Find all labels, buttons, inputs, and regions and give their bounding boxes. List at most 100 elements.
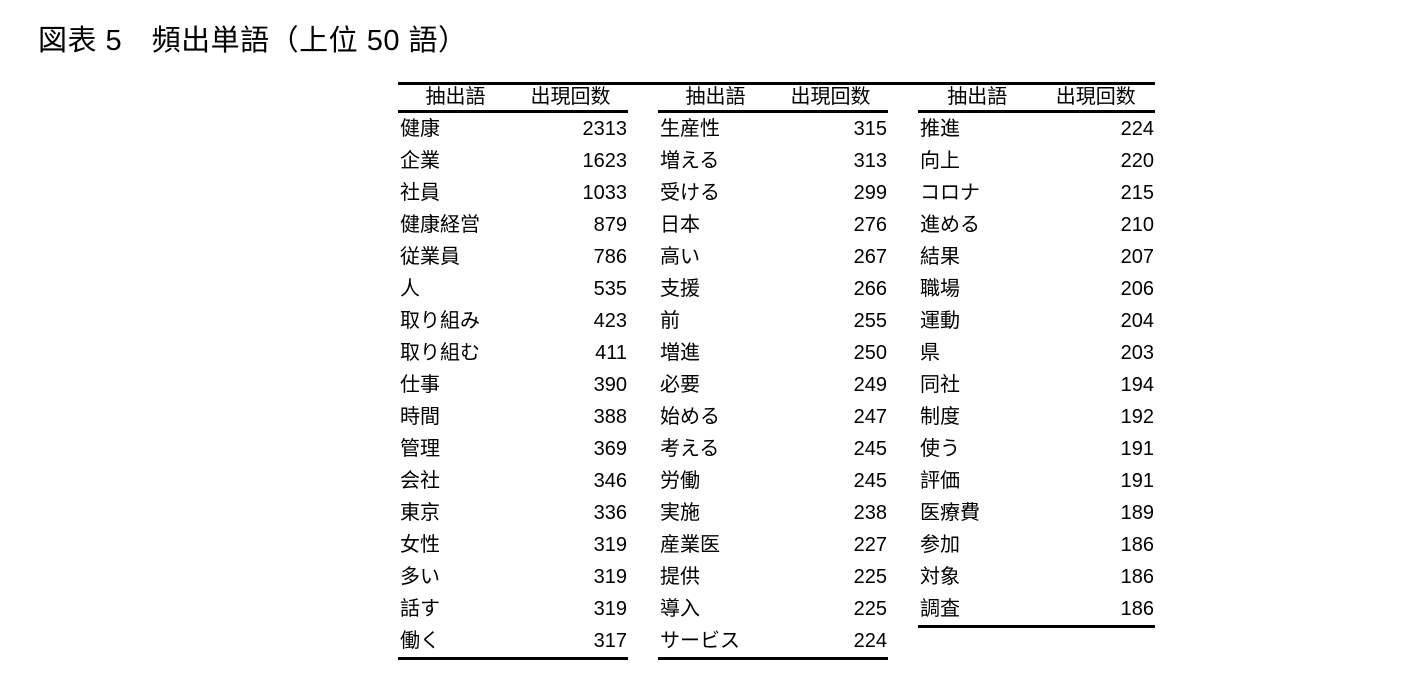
table-row: 増える 313 [658,145,888,177]
table-row: 話す 319 [398,593,628,625]
count-cell: 192 [1120,406,1154,428]
word-cell: 管理 [400,438,440,460]
word-cell: 必要 [660,374,700,396]
word-cell: 考える [660,438,720,460]
table-row: 多い 319 [398,561,628,593]
count-cell: 191 [1120,470,1154,492]
word-cell: 職場 [920,278,960,300]
word-cell: 対象 [920,566,960,588]
header-word: 抽出語 [425,86,486,108]
table-row: 参加 186 [918,529,1155,561]
count-cell: 204 [1120,310,1154,332]
table-row: 社員 1033 [398,177,628,209]
table-row: コロナ 215 [918,177,1155,209]
word-cell: 高い [660,246,700,268]
table-row: 向上 220 [918,145,1155,177]
table-row: 県 203 [918,337,1155,369]
table-row: 運動 204 [918,305,1155,337]
table-row: 生産性 315 [658,113,888,145]
table-header-row: 抽出語 出現回数 [398,85,628,113]
table-row: サービス 224 [658,625,888,657]
table-row: 考える 245 [658,433,888,465]
count-cell: 411 [595,342,627,364]
word-cell: 健康経営 [400,214,480,236]
count-cell: 369 [593,438,627,460]
word-cell: 会社 [400,470,440,492]
word-cell: 東京 [400,502,440,524]
table-row: 仕事 390 [398,369,628,401]
count-cell: 299 [853,182,887,204]
count-cell: 215 [1120,182,1154,204]
table-body: 推進 224 向上 220 コロナ 215 進める 210 結果 207 職場 206 運動 204 県 20… [918,113,1155,628]
count-cell: 224 [853,630,887,652]
count-cell: 207 [1120,246,1154,268]
table-row: 日本 276 [658,209,888,241]
word-cell: 増える [660,150,720,172]
word-cell: 労働 [660,470,700,492]
word-cell: 結果 [920,246,960,268]
table-row: 東京 336 [398,497,628,529]
count-cell: 1623 [582,150,628,172]
header-word: 抽出語 [685,86,746,108]
table-row: 受ける 299 [658,177,888,209]
word-table-3: 抽出語 出現回数 推進 224 向上 220 コロナ 215 進める 210 結果 207 職場 20… [918,85,1155,628]
word-cell: 産業医 [660,534,720,556]
table-header-row: 抽出語 出現回数 [918,85,1155,113]
word-cell: 生産性 [660,118,720,140]
table-body: 健康 2313 企業 1623 社員 1033 健康経営 879 従業員 786 人 535 取り組み 4… [398,113,628,660]
count-cell: 203 [1120,342,1154,364]
count-cell: 189 [1120,502,1154,524]
count-cell: 317 [593,630,627,652]
frequency-tables-group: 抽出語 出現回数 健康 2313 企業 1623 社員 1033 健康経営 879 従業員 786… [398,82,1155,660]
count-cell: 194 [1120,374,1154,396]
word-cell: 県 [920,342,940,364]
word-cell: 社員 [400,182,440,204]
word-cell: 受ける [660,182,720,204]
count-cell: 225 [853,598,887,620]
count-cell: 2313 [582,118,628,140]
table-row: 導入 225 [658,593,888,625]
word-cell: 時間 [400,406,440,428]
word-cell: 健康 [400,118,440,140]
table-row: 時間 388 [398,401,628,433]
table-row: 職場 206 [918,273,1155,305]
word-cell: 仕事 [400,374,440,396]
table-row: 産業医 227 [658,529,888,561]
word-cell: 医療費 [920,502,980,524]
count-cell: 245 [853,470,887,492]
word-cell: 増進 [660,342,700,364]
count-cell: 186 [1120,598,1154,620]
table-row: 評価 191 [918,465,1155,497]
count-cell: 319 [593,534,627,556]
word-cell: 人 [400,278,420,300]
count-cell: 225 [853,566,887,588]
count-cell: 267 [853,246,887,268]
count-cell: 535 [593,278,627,300]
word-cell: 同社 [920,374,960,396]
count-cell: 276 [853,214,887,236]
table-body: 生産性 315 増える 313 受ける 299 日本 276 高い 267 支援 266 前 255 増進 2… [658,113,888,660]
table-row: 調査 186 [918,593,1155,625]
word-cell: 制度 [920,406,960,428]
count-cell: 319 [593,566,627,588]
header-word: 抽出語 [947,86,1008,108]
table-row: 女性 319 [398,529,628,561]
table-row: 企業 1623 [398,145,628,177]
word-cell: 運動 [920,310,960,332]
word-cell: 支援 [660,278,700,300]
word-cell: 前 [660,310,680,332]
table-row: 前 255 [658,305,888,337]
table-row: 推進 224 [918,113,1155,145]
count-cell: 250 [853,342,887,364]
table-row: 始める 247 [658,401,888,433]
word-cell: コロナ [920,182,980,204]
count-cell: 191 [1120,438,1154,460]
figure-title: 図表 5 頻出単語（上位 50 語） [38,25,468,57]
word-cell: 日本 [660,214,700,236]
word-cell: 女性 [400,534,440,556]
table-row: 取り組み 423 [398,305,628,337]
count-cell: 336 [593,502,627,524]
count-cell: 315 [853,118,887,140]
table-row: 進める 210 [918,209,1155,241]
count-cell: 249 [853,374,887,396]
